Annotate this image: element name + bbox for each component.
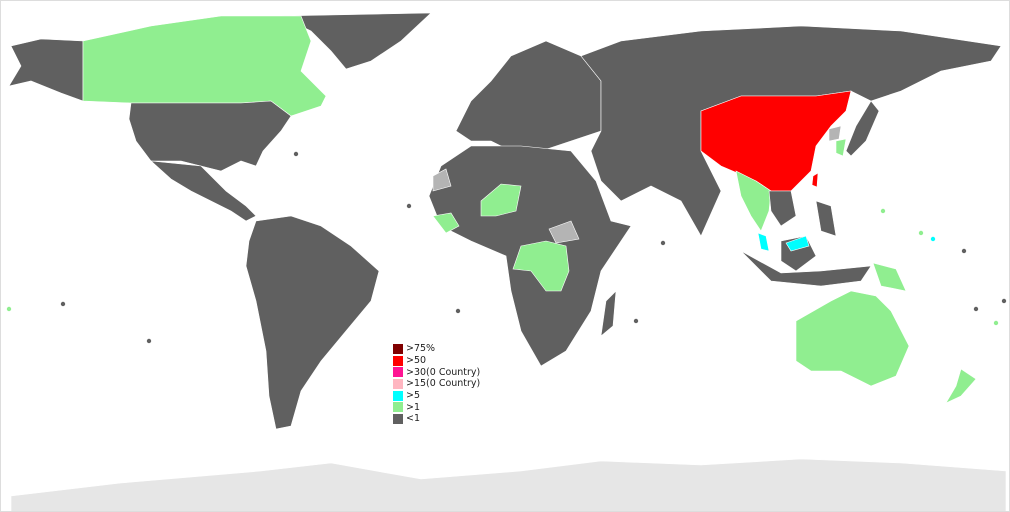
legend-label: >15(0 Country) xyxy=(406,378,481,390)
region-island xyxy=(993,320,999,326)
legend-item: >15(0 Country) xyxy=(393,378,480,390)
region-malaysia-east xyxy=(785,235,810,252)
region-se-asia xyxy=(768,190,797,227)
legend-label: <1 xyxy=(406,413,421,425)
region-korea-north xyxy=(828,125,842,142)
region-taiwan xyxy=(811,172,819,188)
legend-swatch xyxy=(393,378,403,389)
legend-item: >75% xyxy=(393,343,480,355)
region-japan xyxy=(845,100,880,157)
region-south-sudan xyxy=(548,220,580,244)
region-island xyxy=(60,301,66,307)
region-philippines xyxy=(815,200,837,237)
region-alaska xyxy=(8,38,84,102)
region-island xyxy=(6,306,12,312)
legend-swatch xyxy=(393,343,403,354)
legend-item: >1 xyxy=(393,401,480,413)
region-island xyxy=(293,151,299,157)
region-island xyxy=(880,208,886,214)
region-new-zealand xyxy=(945,368,977,404)
region-greenland xyxy=(280,12,432,70)
region-island xyxy=(660,240,666,246)
legend-label: >50 xyxy=(406,355,427,367)
region-island xyxy=(146,338,152,344)
region-dr-congo xyxy=(512,240,570,292)
region-usa xyxy=(128,100,292,172)
region-madagascar xyxy=(600,290,617,337)
legend-swatch xyxy=(393,413,403,424)
legend-item: >30(0 Country) xyxy=(393,366,480,378)
region-island xyxy=(918,230,924,236)
region-island xyxy=(973,306,979,312)
region-island xyxy=(961,248,967,254)
region-antarctica xyxy=(10,458,1007,511)
legend-swatch xyxy=(393,355,403,366)
region-south-america xyxy=(245,215,380,430)
region-malaysia-west xyxy=(757,232,770,252)
legend-item: <1 xyxy=(393,413,480,425)
region-papua-new-guinea xyxy=(872,262,907,292)
region-island xyxy=(406,203,412,209)
region-island xyxy=(633,318,639,324)
region-myanmar-thailand xyxy=(735,170,772,232)
region-island xyxy=(455,308,461,314)
legend-swatch xyxy=(393,402,403,413)
region-south-korea xyxy=(835,138,847,157)
region-island xyxy=(1001,298,1007,304)
region-niger xyxy=(480,183,522,217)
legend-label: >75% xyxy=(406,343,436,355)
region-china xyxy=(700,90,852,192)
legend-label: >30(0 Country) xyxy=(406,366,481,378)
region-guinea xyxy=(432,212,460,234)
legend-item: >5 xyxy=(393,390,480,402)
region-indonesia xyxy=(740,250,872,287)
region-mexico-central-america xyxy=(150,160,257,222)
map-legend: >75% >50 >30(0 Country) >15(0 Country) >5 >1 <… xyxy=(393,343,480,425)
region-western-sahara xyxy=(432,168,452,192)
legend-label: >1 xyxy=(406,401,421,413)
region-canada xyxy=(82,15,327,117)
region-island xyxy=(930,236,936,242)
legend-label: >5 xyxy=(406,390,421,402)
legend-swatch xyxy=(393,390,403,401)
legend-swatch xyxy=(393,367,403,378)
region-europe xyxy=(455,40,602,152)
legend-item: >50 xyxy=(393,355,480,367)
region-australia xyxy=(795,290,910,387)
